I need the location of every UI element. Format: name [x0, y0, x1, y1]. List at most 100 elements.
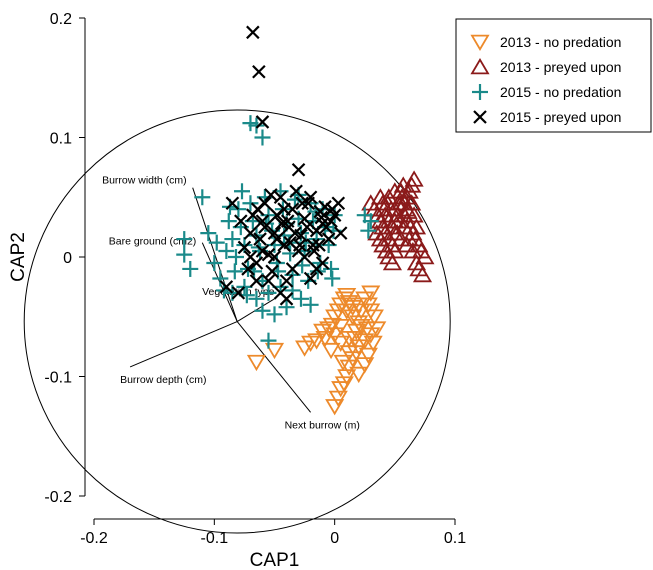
data-point-b [243, 226, 258, 240]
data-point-b [243, 250, 258, 264]
data-point [325, 399, 345, 416]
data-point [219, 280, 234, 294]
data-point [227, 249, 244, 265]
data-point [255, 115, 270, 129]
data-point-b [325, 202, 340, 216]
data-point [242, 195, 259, 212]
data-point [284, 282, 301, 299]
data-point [297, 211, 312, 226]
data-point-b [246, 25, 260, 40]
data-point [248, 117, 265, 134]
data-point [267, 250, 282, 264]
data-point [182, 260, 199, 277]
data-point [315, 330, 335, 348]
vector-label: Bare ground (cm2) [109, 236, 197, 248]
data-point [307, 333, 327, 350]
data-point [358, 347, 378, 364]
data-point [234, 183, 251, 200]
data-point-b [261, 247, 276, 262]
data-point-b [255, 214, 270, 228]
data-point-b [249, 274, 264, 288]
data-point [266, 306, 283, 323]
data-point-b [294, 228, 308, 243]
data-point [324, 270, 341, 287]
data-point [412, 265, 433, 283]
data-point-b [255, 115, 270, 129]
data-point-b [333, 226, 348, 240]
data-point [225, 196, 240, 211]
data-point [406, 253, 427, 271]
data-point [355, 357, 375, 374]
x-tick-label: -0.2 [80, 530, 108, 547]
data-point [226, 263, 243, 280]
data-point [331, 319, 351, 336]
data-point [258, 220, 272, 234]
data-point [292, 290, 309, 307]
data-point [279, 274, 294, 288]
data-point [319, 220, 334, 234]
data-point [277, 202, 291, 216]
data-point [393, 176, 413, 193]
data-point [328, 390, 348, 407]
data-point [279, 292, 294, 306]
y-tick-label: -0.2 [44, 489, 72, 506]
legend-marker [473, 110, 487, 124]
legend-marker-b [473, 110, 487, 124]
data-point [403, 242, 423, 259]
data-point-b [261, 274, 276, 288]
data-point [333, 354, 353, 372]
data-point-b [267, 226, 282, 240]
data-point [404, 170, 424, 187]
x-tick-label: 0 [330, 530, 339, 547]
legend-label: 2013 - no predation [500, 34, 621, 50]
data-point-b [289, 184, 303, 199]
data-point-b [225, 196, 240, 211]
vector-label: Burrow width (cm) [102, 175, 187, 187]
data-point [325, 327, 345, 344]
data-point-b [270, 232, 284, 246]
data-point [220, 213, 237, 230]
legend-marker [470, 58, 490, 75]
data-point [176, 246, 193, 263]
data-point [391, 194, 411, 211]
data-point [176, 231, 193, 248]
data-point-b [297, 211, 312, 226]
data-point [255, 244, 270, 258]
data-point [388, 212, 409, 229]
data-point [361, 285, 381, 302]
data-point [289, 184, 303, 199]
vector-line [192, 187, 238, 322]
data-point [276, 227, 293, 244]
series-0 [246, 285, 387, 416]
vector-label: Next burrow (m) [285, 419, 360, 431]
data-point [331, 381, 351, 398]
data-point-b [291, 162, 306, 177]
legend-label: 2015 - no predation [500, 84, 621, 100]
axes: -0.2 -0.1 0 0.1 -0.2 -0.1 0 0.1 0.2 CAP1 CAP2 [8, 11, 466, 570]
data-point [300, 220, 314, 234]
data-point-b [327, 208, 342, 222]
points-layer [176, 25, 435, 416]
y-axis-title: CAP2 [8, 232, 29, 282]
data-point [312, 254, 329, 271]
data-point [260, 284, 277, 301]
data-point-b [314, 210, 329, 225]
data-point-b [297, 250, 312, 264]
data-point [264, 188, 278, 202]
data-point [404, 206, 424, 223]
data-point-b [283, 235, 297, 250]
data-point [303, 190, 318, 205]
data-point-b [312, 238, 326, 252]
data-point-b [265, 264, 279, 279]
data-point-b [250, 202, 265, 216]
data-point-b [295, 196, 309, 211]
data-point [382, 253, 403, 271]
data-point-b [273, 190, 288, 205]
y-tick-label: 0.2 [50, 11, 72, 28]
legend-label: 2015 - preyed upon [500, 109, 621, 125]
data-point [273, 190, 288, 205]
data-point-b [321, 232, 336, 246]
data-point [248, 290, 265, 307]
data-point [246, 25, 260, 40]
